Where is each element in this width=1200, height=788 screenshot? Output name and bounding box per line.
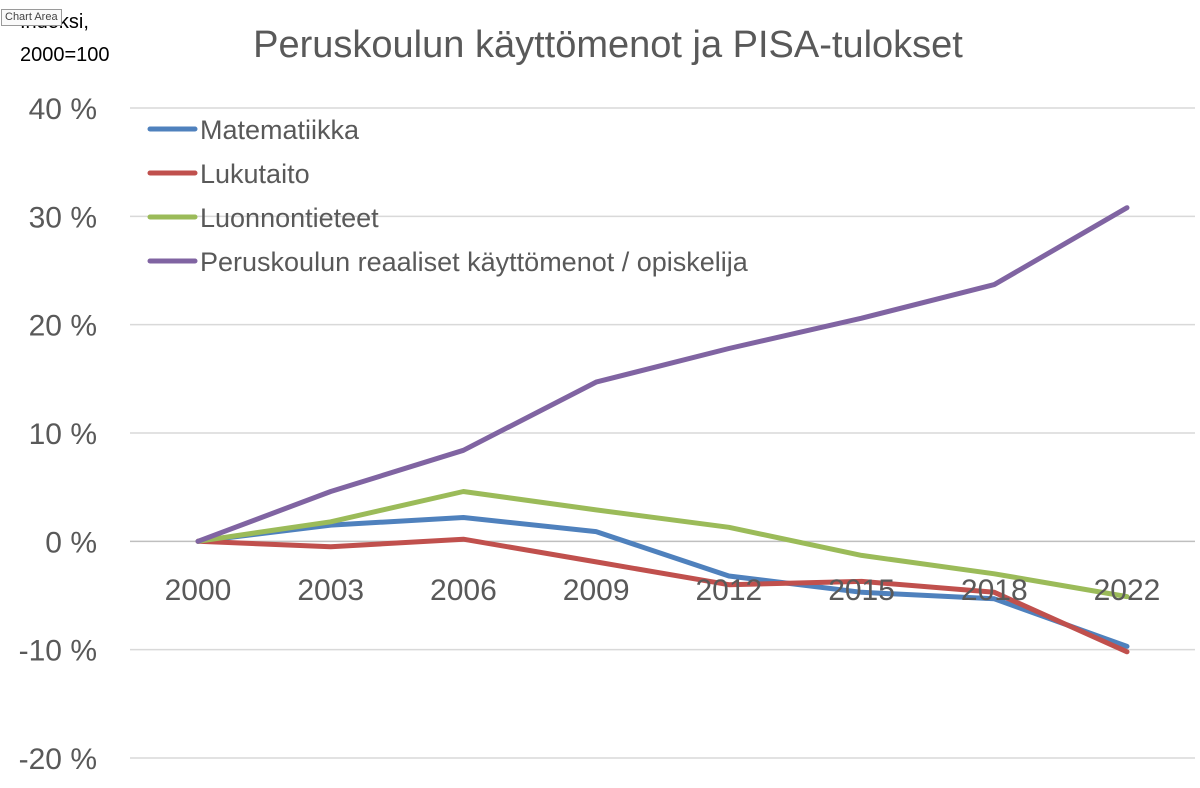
series-line-3[interactable] (195, 205, 1130, 544)
y-tick-label: -20 % (19, 743, 97, 776)
x-tick-label: 2012 (695, 574, 762, 607)
legend[interactable]: Matematiikka Lukutaito Luonnontieteet Perus… (147, 115, 749, 277)
x-tick-label: 2006 (430, 574, 497, 607)
legend-entry-0[interactable]: Matematiikka (200, 115, 360, 145)
x-tick-label: 2003 (297, 574, 364, 607)
y-tick-label: 0 % (45, 526, 97, 559)
chart-area-tooltip: Chart Area (1, 9, 62, 26)
series-line-0[interactable] (195, 515, 1130, 649)
y-axis-ticks: 40 % 30 % 20 % 10 % 0 % -10 % -20 % (19, 93, 97, 776)
y-tick-label: 40 % (29, 93, 97, 126)
series-line-1[interactable] (195, 536, 1130, 655)
series-lines (195, 205, 1130, 655)
series-line-2[interactable] (195, 489, 1130, 600)
legend-entry-1[interactable]: Lukutaito (200, 159, 310, 189)
y-tick-label: 20 % (29, 310, 97, 343)
gridlines (130, 107, 1195, 759)
x-tick-label: 2000 (165, 574, 232, 607)
legend-entry-3[interactable]: Peruskoulun reaaliset käyttömenot / opis… (200, 247, 749, 277)
y-tick-label: 10 % (29, 418, 97, 451)
x-tick-label: 2018 (961, 574, 1028, 607)
x-tick-label: 2015 (828, 574, 895, 607)
x-tick-label: 2022 (1094, 574, 1161, 607)
y-tick-label: 30 % (29, 201, 97, 234)
x-axis-ticks: 2000 2003 2006 2009 2012 2015 2018 2022 (165, 574, 1161, 607)
x-tick-label: 2009 (563, 574, 630, 607)
y-tick-label: -10 % (19, 635, 97, 668)
legend-entry-2[interactable]: Luonnontieteet (200, 203, 379, 233)
chart-title: Peruskoulun käyttömenot ja PISA-tulokset (253, 24, 963, 66)
y-axis-label-line-2: 2000=100 (20, 44, 110, 66)
